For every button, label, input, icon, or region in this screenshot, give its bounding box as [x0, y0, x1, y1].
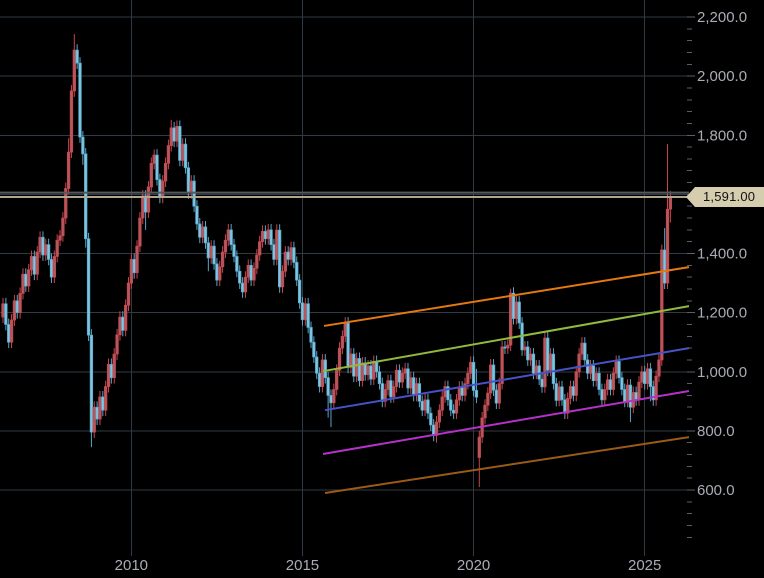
- grid-layer: [0, 0, 689, 556]
- svg-text:1,000.0: 1,000.0: [697, 364, 747, 381]
- price-axis[interactable]: 2,200.0 2,000.0 1,800.0 1,400.0 1,200.0 1,000…: [687, 9, 747, 538]
- svg-text:2025: 2025: [628, 557, 661, 574]
- svg-text:2,200.0: 2,200.0: [697, 9, 747, 26]
- channel-upper-orange: [323, 266, 690, 327]
- time-axis[interactable]: 2010 2015 2020 2025: [115, 557, 662, 574]
- channel-green: [322, 305, 690, 373]
- candles-layer: [1, 34, 673, 488]
- svg-text:1,200.0: 1,200.0: [697, 305, 747, 322]
- svg-text:2020: 2020: [457, 557, 490, 574]
- svg-text:2015: 2015: [286, 557, 319, 574]
- channel-magenta: [322, 389, 690, 455]
- svg-text:800.0: 800.0: [697, 423, 735, 440]
- svg-text:2,000.0: 2,000.0: [697, 68, 747, 85]
- svg-text:2010: 2010: [115, 557, 148, 574]
- svg-text:600.0: 600.0: [697, 482, 735, 499]
- last-price-tag: 1,591.00: [686, 187, 764, 207]
- channel-lower-brown: [324, 436, 690, 494]
- svg-text:1,800.0: 1,800.0: [697, 127, 747, 144]
- channel-blue: [324, 347, 690, 412]
- trendlines-layer[interactable]: [322, 266, 690, 494]
- svg-text:1,400.0: 1,400.0: [697, 246, 747, 263]
